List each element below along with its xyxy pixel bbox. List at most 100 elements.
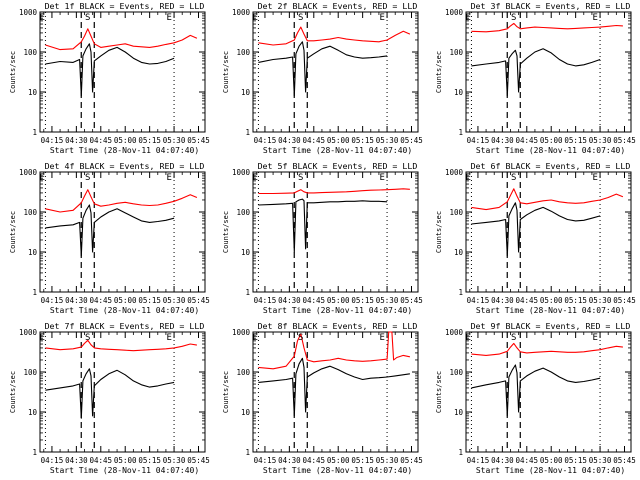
annotation-s: S [85,173,90,183]
y-tick-label: 100 [449,368,463,377]
annotation-s: S [85,13,90,23]
series-line-lld [258,26,411,46]
series-line-events [471,364,601,417]
annotation-s: S [298,13,303,23]
series-line-events [258,41,388,97]
annotation-e: E [166,173,171,183]
y-axis-label: Counts/sec [222,371,230,413]
annotation-e: E [379,13,384,23]
plot-frame [252,11,419,133]
panel-det-9: Det 9f BLACK = Events, RED = LLD 1 10 100 10… [435,321,636,475]
x-tick-label: 05:00 [540,136,563,145]
x-tick-label: 04:45 [303,296,326,305]
y-tick-label: 10 [241,88,251,97]
y-tick-label: 100 [23,208,37,217]
annotation-s: S [511,333,516,343]
x-tick-label: 04:15 [467,456,490,465]
plot-frame [39,11,206,133]
series-line-events [258,198,388,253]
panel-title: Det 9f BLACK = Events, RED = LLD [471,321,631,331]
panel-det-8: Det 8f BLACK = Events, RED = LLD 1 10 100 10… [222,321,423,475]
annotation-e: E [252,333,257,343]
panel-title: Det 7f BLACK = Events, RED = LLD [45,321,205,331]
y-tick-label: 1000 [232,328,251,337]
x-tick-label: 04:30 [278,456,301,465]
y-axis-label: Counts/sec [435,211,443,253]
x-tick-label: 05:15 [564,456,587,465]
y-axis-label: Counts/sec [9,51,17,93]
annotation-s: S [85,333,90,343]
series-line-lld [258,188,410,195]
y-tick-label: 1 [245,288,250,297]
x-axis-label: Start Time (28-Nov-11 04:07:40) [50,466,199,475]
x-tick-label: 04:30 [491,456,514,465]
x-tick-label: 04:30 [491,296,514,305]
x-tick-label: 05:30 [376,136,399,145]
x-tick-label: 05:15 [564,136,587,145]
x-tick-label: 04:45 [90,456,113,465]
y-tick-label: 10 [454,248,464,257]
series-line-lld [45,189,198,213]
series-line-events [45,204,175,257]
x-tick-label: 04:15 [41,296,64,305]
panel-det-2: Det 2f BLACK = Events, RED = LLD 1 10 100 10… [222,1,423,155]
panel-det-3: Det 3f BLACK = Events, RED = LLD 1 10 100 10… [435,1,636,155]
x-tick-label: 05:45 [400,136,423,145]
y-tick-label: 1 [32,448,37,457]
x-tick-label: 05:30 [589,296,612,305]
series-line-lld [258,331,411,370]
annotation-e: E [39,13,44,23]
plot-frame [39,171,206,293]
annotation-e: E [166,333,171,343]
x-tick-label: 05:00 [114,136,137,145]
y-tick-label: 1000 [19,168,38,177]
series-line-lld [471,342,623,356]
y-tick-label: 1 [32,288,37,297]
y-tick-label: 100 [23,48,37,57]
x-axis-label: Start Time (28-Nov-11 04:07:40) [476,466,625,475]
x-tick-label: 05:45 [400,296,423,305]
panel-det-5: Det 5f BLACK = Events, RED = LLD 1 10 100 10… [222,161,423,315]
y-tick-label: 100 [236,368,250,377]
x-tick-label: 04:30 [278,136,301,145]
series-line-events [471,48,601,97]
panel-title: Det 6f BLACK = Events, RED = LLD [471,161,631,171]
annotation-e: E [465,13,470,23]
x-tick-label: 05:45 [187,456,210,465]
x-tick-label: 05:30 [163,456,186,465]
x-tick-label: 05:45 [400,456,423,465]
x-tick-label: 04:15 [254,296,277,305]
y-tick-label: 1 [32,128,37,137]
x-tick-label: 04:30 [491,136,514,145]
x-tick-label: 05:30 [163,136,186,145]
x-tick-label: 05:15 [351,456,374,465]
x-tick-label: 04:45 [303,136,326,145]
x-tick-label: 04:45 [303,456,326,465]
y-tick-label: 10 [241,408,251,417]
plot-frame [39,331,206,453]
series-line-lld [45,339,197,352]
x-tick-label: 05:00 [327,296,350,305]
y-tick-label: 1000 [232,8,251,17]
annotation-s: S [511,13,516,23]
y-tick-label: 1000 [445,168,464,177]
annotation-e: E [379,333,384,343]
y-tick-label: 10 [28,248,38,257]
x-axis-label: Start Time (28-Nov-11 04:07:40) [263,146,412,155]
x-tick-label: 05:00 [540,456,563,465]
y-tick-label: 1000 [445,328,464,337]
y-tick-label: 1 [458,288,463,297]
annotation-e: E [592,333,597,343]
y-axis-label: Counts/sec [222,211,230,253]
x-tick-label: 04:30 [278,296,301,305]
x-tick-label: 04:15 [467,296,490,305]
y-tick-label: 100 [449,208,463,217]
y-axis-label: Counts/sec [9,371,17,413]
y-tick-label: 1 [458,448,463,457]
annotation-s: S [511,173,516,183]
x-tick-label: 04:15 [254,456,277,465]
annotation-e: E [465,333,470,343]
x-tick-label: 05:45 [613,456,636,465]
panel-title: Det 5f BLACK = Events, RED = LLD [258,161,418,171]
x-axis-label: Start Time (28-Nov-11 04:07:40) [476,306,625,315]
